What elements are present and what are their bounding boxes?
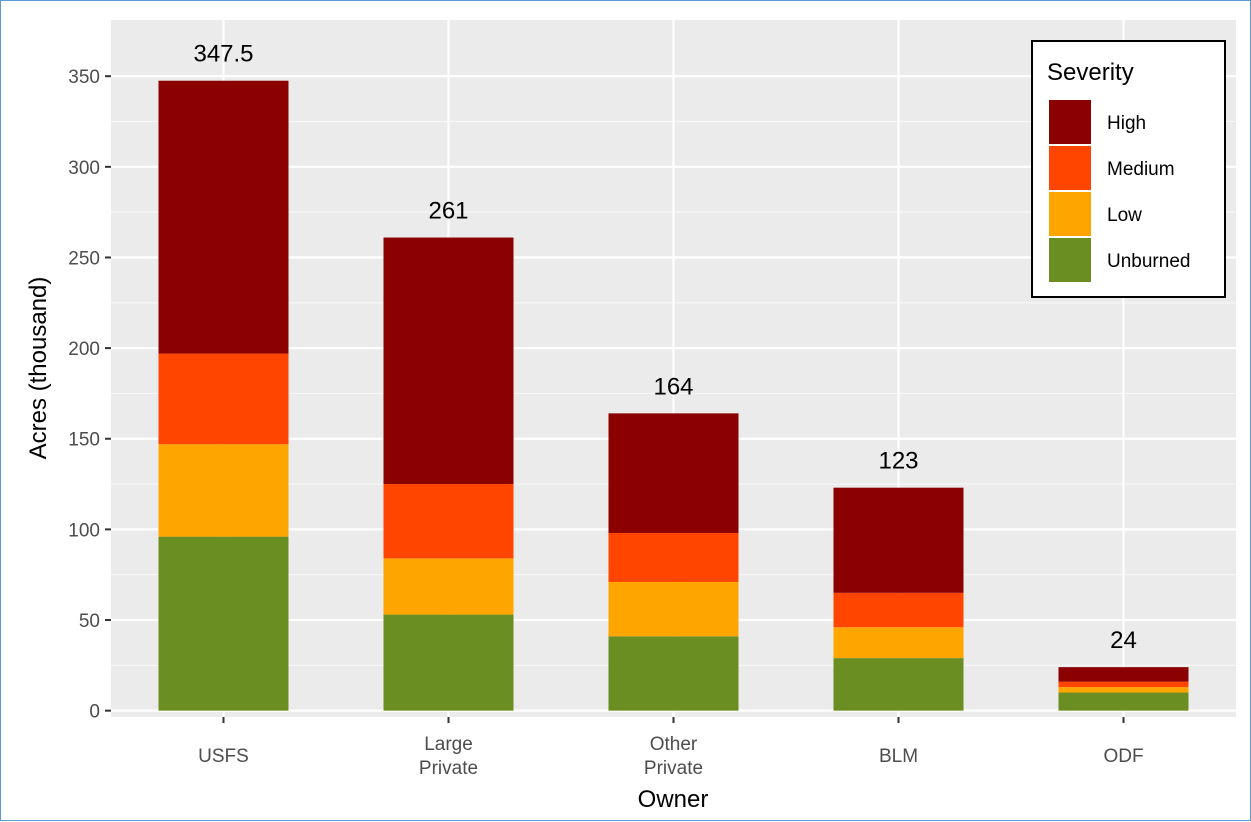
total-labels: 347.5 261 164 123 24 xyxy=(193,41,1136,654)
total-label: 164 xyxy=(653,373,693,400)
total-label: 24 xyxy=(1110,627,1137,654)
x-axis: USFS Large Private Other Private BLM ODF xyxy=(198,717,1144,779)
legend-swatch-high xyxy=(1049,100,1091,144)
bar-segment-high xyxy=(608,413,739,534)
bar-segment-unburned xyxy=(383,614,514,711)
bar-segment-low xyxy=(1058,687,1189,693)
x-tick-label: USFS xyxy=(198,746,249,767)
y-tick-label: 300 xyxy=(68,158,100,179)
x-tick-label: Large Private xyxy=(419,734,478,779)
bar-segment-medium xyxy=(608,533,739,582)
total-label: 347.5 xyxy=(193,41,253,68)
y-tick-label: 350 xyxy=(68,67,100,88)
legend-label-high: High xyxy=(1107,113,1146,134)
y-axis: 0 50 100 150 200 250 300 350 xyxy=(68,67,111,723)
x-axis-title: Owner xyxy=(638,786,709,813)
bar-segment-unburned xyxy=(608,636,739,711)
bar-segment-high xyxy=(833,487,964,593)
bar-segment-high xyxy=(383,237,514,485)
x-tick-label: ODF xyxy=(1103,746,1143,767)
legend-swatch-medium xyxy=(1049,146,1091,190)
bar-segment-unburned xyxy=(1058,692,1189,711)
total-label: 123 xyxy=(878,448,918,475)
legend-label-medium: Medium xyxy=(1107,159,1175,180)
y-tick-label: 150 xyxy=(68,430,100,451)
legend: Severity High Medium Low Unburned xyxy=(1031,40,1226,298)
bar-segment-medium xyxy=(833,592,964,628)
legend-swatch-unburned xyxy=(1049,238,1091,282)
x-tick-label: BLM xyxy=(879,746,918,767)
y-tick-label: 100 xyxy=(68,520,100,541)
y-tick-label: 0 xyxy=(89,702,100,723)
bar-segment-medium xyxy=(158,353,289,445)
legend-items: High Medium Low Unburned xyxy=(1049,100,1190,282)
bars xyxy=(158,80,1189,711)
total-label: 261 xyxy=(428,198,468,225)
y-tick-label: 250 xyxy=(68,248,100,269)
y-tick-label: 50 xyxy=(79,611,100,632)
bar-segment-low xyxy=(383,558,514,615)
bar-segment-high xyxy=(1058,667,1189,682)
legend-title: Severity xyxy=(1047,59,1134,86)
bar-segment-medium xyxy=(1058,681,1189,688)
legend-label-unburned: Unburned xyxy=(1107,251,1190,272)
bar-segment-unburned xyxy=(833,658,964,711)
bar-segment-high xyxy=(158,80,289,354)
bar-segment-medium xyxy=(383,484,514,559)
legend-label-low: Low xyxy=(1107,205,1142,226)
bar-segment-unburned xyxy=(158,536,289,711)
y-axis-title: Acres (thousand) xyxy=(25,277,52,460)
x-tick-label: Other Private xyxy=(644,734,703,779)
bar-segment-low xyxy=(833,627,964,659)
y-tick-label: 200 xyxy=(68,339,100,360)
bar-segment-low xyxy=(158,444,289,537)
bar-segment-low xyxy=(608,581,739,637)
legend-swatch-low xyxy=(1049,192,1091,236)
